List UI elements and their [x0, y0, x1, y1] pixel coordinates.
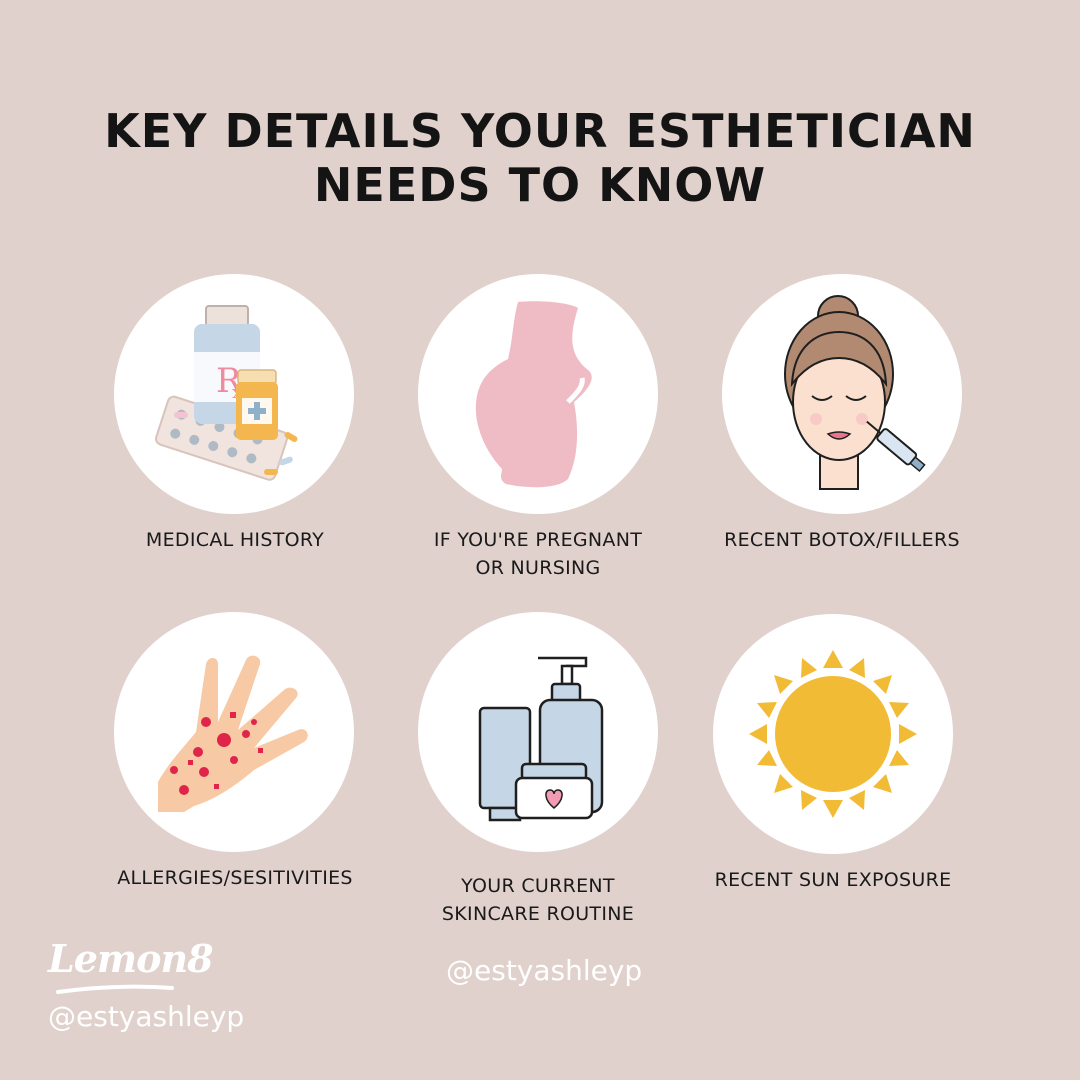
- skincare-products-icon: [478, 656, 604, 822]
- allergies-label: ALLERGIES/SESITIVITIES: [117, 867, 353, 889]
- sun-icon: [749, 650, 917, 818]
- medical-history-label: MEDICAL HISTORY: [145, 529, 325, 551]
- brand-underline-icon: [56, 984, 174, 994]
- hand-rash-icon: [158, 655, 308, 812]
- title-line-2: NEEDS TO KNOW: [313, 158, 767, 212]
- pregnant-circle: [418, 274, 658, 514]
- skincare-circle: [418, 612, 658, 852]
- center-handle: @estyashleyp: [446, 954, 643, 987]
- brand-logo: Lemon8: [48, 936, 214, 981]
- medical-history-circle: R x: [114, 274, 354, 514]
- sun-label: RECENT SUN EXPOSURE: [714, 869, 952, 891]
- allergies-circle: [114, 612, 354, 852]
- botox-circle: [722, 274, 962, 514]
- title-line-1: KEY DETAILS YOUR ESTHETICIAN: [104, 104, 976, 158]
- pregnant-label: IF YOU'RE PREGNANT OR NURSING: [433, 529, 643, 579]
- prescription-bottle-icon: R x: [155, 305, 298, 481]
- watermark-handle: @estyashleyp: [48, 1000, 245, 1033]
- page-title: KEY DETAILS YOUR ESTHETICIAN NEEDS TO KN…: [0, 104, 1080, 212]
- skincare-label: YOUR CURRENT SKINCARE ROUTINE: [441, 875, 635, 925]
- face-injection-icon: [784, 295, 926, 490]
- botox-label: RECENT BOTOX/FILLERS: [724, 529, 960, 551]
- sun-circle: [713, 614, 953, 854]
- pregnant-silhouette-icon: [475, 301, 592, 488]
